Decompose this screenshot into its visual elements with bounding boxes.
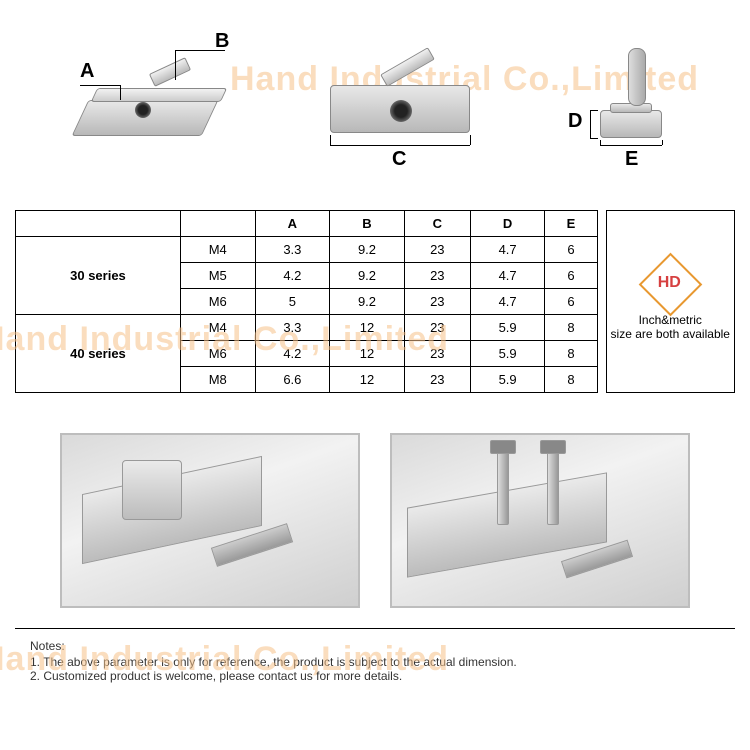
table-row: 30 seriesM43.39.2234.76 [16,237,598,263]
table-header-row: A B C D E [16,211,598,237]
table-cell: 23 [404,367,470,393]
table-cell: 4.7 [470,237,545,263]
table-cell: 4.7 [470,289,545,315]
brand-logo: HD [648,262,693,307]
note-item: 1. The above parameter is only for refer… [30,655,720,669]
table-cell: 4.2 [255,341,330,367]
table-cell: 5 [255,289,330,315]
table-cell: 5.9 [470,315,545,341]
note-item: 2. Customized product is welcome, please… [30,669,720,683]
col-c: C [404,211,470,237]
table-cell: 9.2 [330,289,405,315]
diagram-iso-ab: A B [50,30,250,170]
spec-table-row: A B C D E 30 seriesM43.39.2234.76M54.29.… [0,210,750,393]
series-cell: 30 series [16,237,181,315]
application-photos [0,393,750,618]
dim-label-a: A [80,60,94,83]
table-cell: 6 [545,237,597,263]
notes-section: Notes: 1. The above parameter is only fo… [15,628,735,693]
application-photo-1 [60,433,360,608]
col-e: E [545,211,597,237]
col-blank2 [180,211,255,237]
spec-table: A B C D E 30 seriesM43.39.2234.76M54.29.… [15,210,598,393]
table-cell: M4 [180,315,255,341]
table-cell: M4 [180,237,255,263]
table-cell: 8 [545,341,597,367]
table-cell: 6 [545,289,597,315]
dim-label-e: E [625,148,638,171]
table-cell: 4.2 [255,263,330,289]
table-cell: 23 [404,263,470,289]
table-cell: M5 [180,263,255,289]
table-cell: 23 [404,315,470,341]
table-cell: M6 [180,289,255,315]
table-cell: M8 [180,367,255,393]
col-blank1 [16,211,181,237]
table-cell: 23 [404,237,470,263]
table-cell: 6.6 [255,367,330,393]
logo-letters: HD [658,274,681,292]
table-cell: 12 [330,367,405,393]
col-b: B [330,211,405,237]
series-cell: 40 series [16,315,181,393]
application-photo-2 [390,433,690,608]
table-cell: 8 [545,367,597,393]
table-cell: M6 [180,341,255,367]
info-box: HD Inch&metric size are both available [606,210,735,393]
table-cell: 12 [330,341,405,367]
notes-title: Notes: [30,639,720,653]
table-cell: 23 [404,341,470,367]
col-a: A [255,211,330,237]
table-cell: 5.9 [470,367,545,393]
info-line2: size are both available [611,327,730,341]
diagram-top-c: C [310,30,490,170]
table-cell: 12 [330,315,405,341]
table-cell: 5.9 [470,341,545,367]
diagram-side-de: D E [550,30,700,170]
table-cell: 23 [404,289,470,315]
table-cell: 4.7 [470,263,545,289]
table-cell: 8 [545,315,597,341]
table-cell: 3.3 [255,237,330,263]
table-cell: 9.2 [330,263,405,289]
table-cell: 9.2 [330,237,405,263]
col-d: D [470,211,545,237]
table-row: 40 seriesM43.312235.98 [16,315,598,341]
table-cell: 6 [545,263,597,289]
dimension-diagrams: A B C D E [0,0,750,190]
dim-label-c: C [392,148,406,171]
dim-label-d: D [568,110,582,133]
table-cell: 3.3 [255,315,330,341]
